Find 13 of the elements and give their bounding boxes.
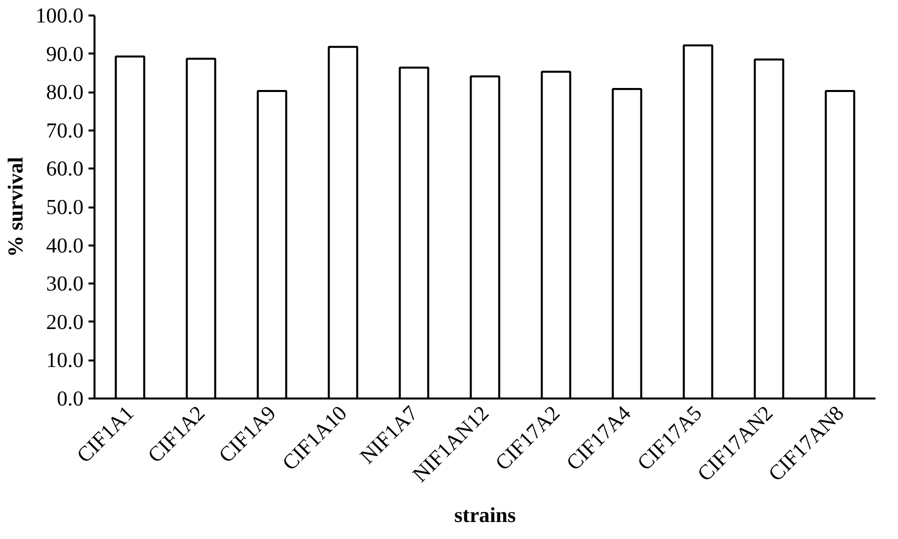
y-tick-label: 10.0 [46,348,84,372]
y-tick-label: 0.0 [56,386,84,410]
y-tick-label: 20.0 [46,310,84,334]
y-tick-label: 40.0 [46,233,84,258]
x-axis-title: strains [454,503,516,528]
y-tick-label: 50.0 [46,195,84,219]
y-tick-label: 70.0 [46,118,84,142]
y-tick-label: 30.0 [46,272,84,296]
y-tick-label: 60.0 [46,156,84,181]
y-tick-label: 80.0 [46,80,84,104]
y-tick-label: 90.0 [46,42,84,66]
y-tick-label: 100.0 [36,4,84,28]
y-axis-title: % survival [4,156,28,258]
